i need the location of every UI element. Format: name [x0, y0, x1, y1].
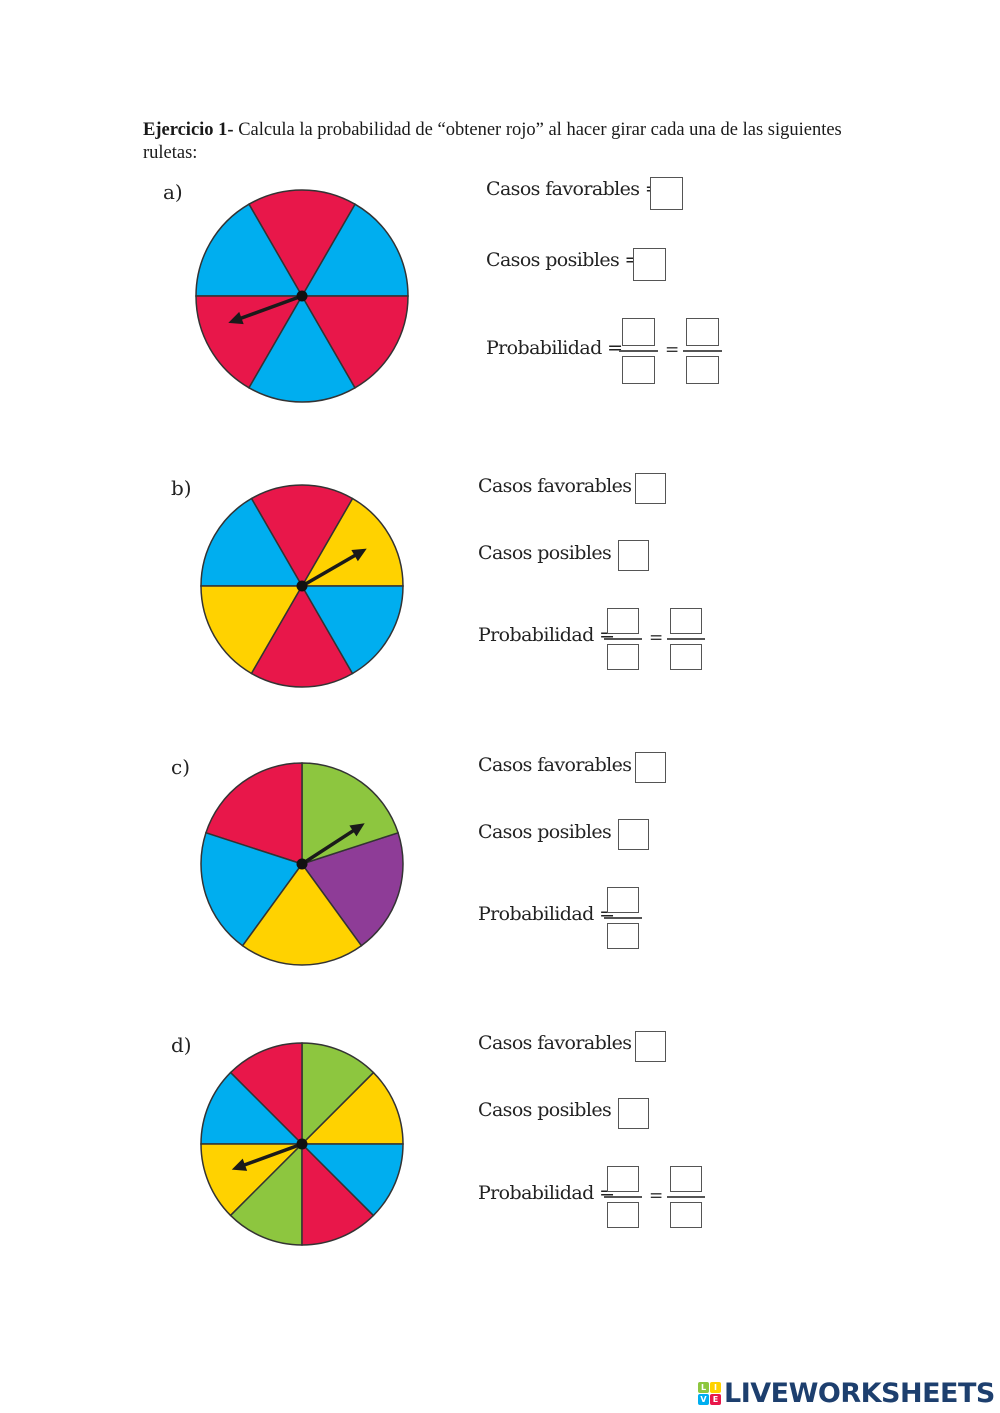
equals-sign-a: = — [665, 340, 680, 360]
casos-favorables-label-a: Casos favorables = — [486, 178, 661, 200]
casos-posibles-label-c: Casos posibles = — [478, 821, 632, 843]
fraction-bar-1-b — [604, 638, 642, 640]
casos-posibles-label-b: Casos posibles = — [478, 542, 632, 564]
probabilidad-numerator-1-b[interactable] — [607, 608, 639, 634]
spinner-sector-red — [301, 1142, 375, 1246]
arrowhead-icon — [351, 548, 367, 562]
probabilidad-label-a: Probabilidad = — [486, 337, 623, 359]
casos-favorables-label-c: Casos favorables = — [478, 754, 653, 776]
equals-sign-d: = — [649, 1186, 664, 1206]
probabilidad-denominator-c[interactable] — [607, 923, 639, 949]
casos-favorables-label-d: Casos favorables = — [478, 1032, 653, 1054]
casos-favorables-input-d[interactable] — [635, 1031, 666, 1062]
spinner-arrow-icon — [301, 826, 359, 866]
spinner-arrow-icon — [239, 1142, 303, 1169]
spinner-sector-yellow — [200, 585, 304, 675]
spinner-sector-red — [300, 295, 409, 389]
casos-posibles-input-a[interactable] — [633, 248, 666, 281]
fraction-bar-1-d — [604, 1196, 642, 1198]
exercise-c-label: c) — [171, 755, 191, 779]
fraction-bar-2-b — [667, 638, 705, 640]
probabilidad-label-c: Probabilidad = — [478, 903, 615, 925]
spinner-sector-blue — [200, 831, 304, 947]
probabilidad-numerator-2-a[interactable] — [686, 318, 719, 346]
exercise-b-label: b) — [171, 476, 192, 500]
probabilidad-denominator-1-a[interactable] — [622, 356, 655, 384]
probabilidad-denominator-2-a[interactable] — [686, 356, 719, 384]
casos-posibles-input-b[interactable] — [618, 540, 649, 571]
probabilidad-numerator-1-a[interactable] — [622, 318, 655, 346]
logo-icon: L I V E — [698, 1382, 721, 1405]
casos-favorables-input-b[interactable] — [635, 473, 666, 504]
logo-letter: L — [698, 1382, 709, 1393]
spinner-sector-red — [250, 484, 354, 588]
probabilidad-numerator-1-d[interactable] — [607, 1166, 639, 1192]
logo-letter: E — [710, 1394, 721, 1405]
spinner-sector-green — [301, 1042, 375, 1146]
casos-favorables-label-b: Casos favorables = — [478, 475, 653, 497]
spinner-sector-yellow — [300, 1071, 404, 1145]
spinner-sector-blue — [200, 1071, 304, 1145]
probabilidad-denominator-2-b[interactable] — [670, 644, 702, 670]
probabilidad-label-d: Probabilidad = — [478, 1182, 615, 1204]
fraction-bar-2-d — [667, 1196, 705, 1198]
spinner-arrow-icon — [236, 294, 303, 322]
fraction-bar-1-a — [619, 350, 658, 352]
spinner-sector-purple — [300, 831, 404, 947]
spinner-sector-red — [204, 762, 303, 866]
fraction-bar-2-a — [683, 350, 722, 352]
spinner-sector-red — [250, 584, 354, 688]
exercise-instruction: Calcula la probabilidad de “obtener rojo… — [143, 120, 842, 163]
liveworksheets-logo: L I V E LIVEWORKSHEETS — [698, 1378, 995, 1409]
fraction-bar-c — [604, 917, 642, 919]
spinner-arrow-icon — [301, 551, 360, 588]
arrowhead-icon — [349, 823, 365, 837]
spinner-sector-yellow — [300, 497, 404, 587]
logo-letter: V — [698, 1394, 709, 1405]
equals-sign-b: = — [649, 628, 664, 648]
arrowhead-icon — [231, 1158, 248, 1171]
spinner-sector-red — [229, 1042, 303, 1146]
spinner-pivot-icon — [296, 1138, 308, 1150]
spinner-sector-blue — [195, 203, 304, 297]
arrowhead-icon — [228, 311, 244, 325]
casos-favorables-input-c[interactable] — [635, 752, 666, 783]
spinner-sector-yellow — [200, 1143, 304, 1217]
spinner-pivot-icon — [296, 580, 308, 592]
spinner-sector-green — [301, 762, 400, 866]
spinner-pivot-icon — [296, 290, 308, 302]
spinner-sector-green — [229, 1142, 303, 1246]
exercise-a-label: a) — [163, 180, 183, 204]
spinner-sector-blue — [300, 585, 404, 675]
spinner-sector-blue — [300, 203, 409, 297]
exercise-d-label: d) — [171, 1033, 192, 1057]
casos-favorables-input-a[interactable] — [650, 177, 683, 210]
exercise-heading: Ejercicio 1- Calcula la probabilidad de … — [143, 119, 863, 165]
probabilidad-denominator-1-d[interactable] — [607, 1202, 639, 1228]
probabilidad-numerator-c[interactable] — [607, 887, 639, 913]
spinner-sector-red — [195, 295, 304, 389]
spinner-sector-blue — [247, 294, 357, 403]
exercise-number: Ejercicio 1- — [143, 120, 234, 140]
spinner-pivot-icon — [296, 858, 308, 870]
probabilidad-numerator-2-d[interactable] — [670, 1166, 702, 1192]
casos-posibles-label-a: Casos posibles = — [486, 249, 640, 271]
probabilidad-numerator-2-b[interactable] — [670, 608, 702, 634]
spinner-sector-yellow — [241, 862, 363, 966]
probabilidad-denominator-2-d[interactable] — [670, 1202, 702, 1228]
logo-text: LIVEWORKSHEETS — [724, 1378, 995, 1409]
spinner-sector-red — [247, 189, 357, 298]
casos-posibles-label-d: Casos posibles = — [478, 1099, 632, 1121]
casos-posibles-input-d[interactable] — [618, 1098, 649, 1129]
spinner-sector-blue — [200, 497, 304, 587]
casos-posibles-input-c[interactable] — [618, 819, 649, 850]
logo-letter: I — [710, 1382, 721, 1393]
probabilidad-label-b: Probabilidad = — [478, 624, 615, 646]
probabilidad-denominator-1-b[interactable] — [607, 644, 639, 670]
spinner-sector-blue — [300, 1143, 404, 1217]
